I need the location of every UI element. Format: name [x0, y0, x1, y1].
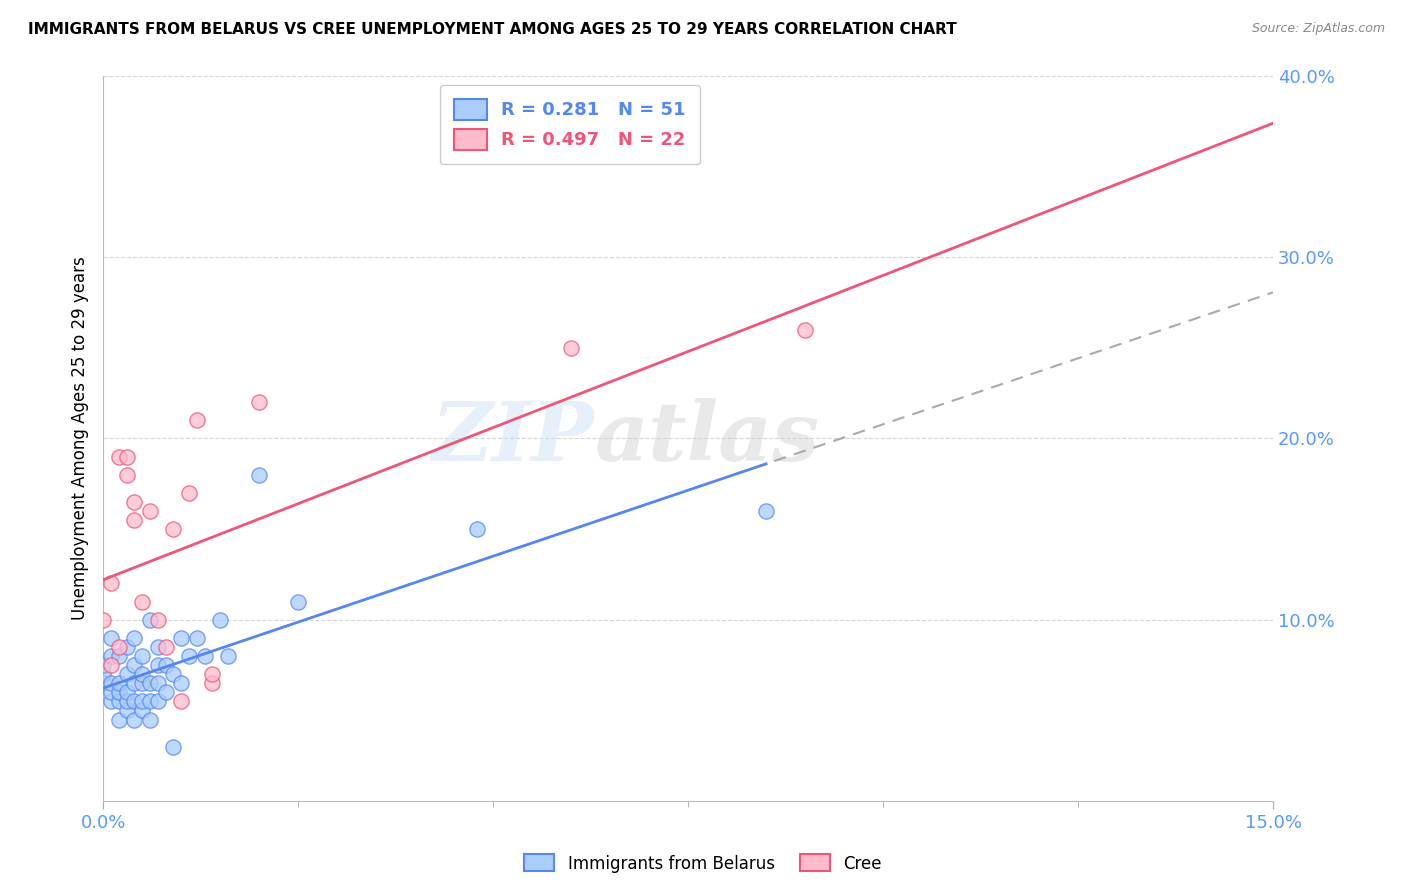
Point — [170, 694, 193, 708]
Point — [131, 649, 153, 664]
Y-axis label: Unemployment Among Ages 25 to 29 years: Unemployment Among Ages 25 to 29 years — [72, 257, 89, 620]
Point — [201, 667, 224, 681]
Point — [287, 594, 309, 608]
Point — [91, 676, 114, 690]
Point — [107, 450, 129, 464]
Point — [115, 640, 138, 654]
Point — [755, 504, 778, 518]
Point — [247, 395, 270, 409]
Point — [155, 640, 177, 654]
Point — [124, 694, 146, 708]
Point — [131, 594, 153, 608]
Point — [124, 676, 146, 690]
Point — [162, 739, 184, 754]
Point — [131, 704, 153, 718]
Text: atlas: atlas — [595, 399, 820, 478]
Point — [146, 694, 169, 708]
Point — [100, 694, 122, 708]
Point — [115, 450, 138, 464]
Point — [139, 713, 162, 727]
Point — [193, 649, 215, 664]
Point — [146, 613, 169, 627]
Point — [124, 495, 146, 509]
Point — [467, 522, 489, 536]
Point — [100, 685, 122, 699]
Point — [124, 631, 146, 645]
Point — [146, 658, 169, 673]
Point — [115, 667, 138, 681]
Point — [100, 658, 122, 673]
Point — [186, 413, 208, 427]
Point — [91, 667, 114, 681]
Point — [115, 704, 138, 718]
Point — [139, 504, 162, 518]
Point — [107, 694, 129, 708]
Point — [155, 685, 177, 699]
Point — [131, 676, 153, 690]
Point — [124, 713, 146, 727]
Point — [155, 658, 177, 673]
Point — [100, 631, 122, 645]
Text: ZIP: ZIP — [432, 399, 595, 478]
Point — [124, 658, 146, 673]
Point — [107, 649, 129, 664]
Point — [162, 522, 184, 536]
Point — [170, 631, 193, 645]
Point — [107, 713, 129, 727]
Point — [91, 658, 114, 673]
Point — [217, 649, 239, 664]
Point — [100, 649, 122, 664]
Legend: Immigrants from Belarus, Cree: Immigrants from Belarus, Cree — [517, 847, 889, 880]
Legend: R = 0.281   N = 51, R = 0.497   N = 22: R = 0.281 N = 51, R = 0.497 N = 22 — [440, 85, 700, 164]
Text: Source: ZipAtlas.com: Source: ZipAtlas.com — [1251, 22, 1385, 36]
Point — [100, 576, 122, 591]
Point — [139, 694, 162, 708]
Point — [107, 676, 129, 690]
Point — [794, 322, 817, 336]
Point — [131, 667, 153, 681]
Point — [186, 631, 208, 645]
Point — [131, 694, 153, 708]
Point — [115, 694, 138, 708]
Point — [177, 649, 200, 664]
Point — [162, 667, 184, 681]
Point — [115, 467, 138, 482]
Point — [139, 676, 162, 690]
Point — [100, 676, 122, 690]
Point — [209, 613, 232, 627]
Point — [560, 341, 582, 355]
Point — [107, 640, 129, 654]
Text: IMMIGRANTS FROM BELARUS VS CREE UNEMPLOYMENT AMONG AGES 25 TO 29 YEARS CORRELATI: IMMIGRANTS FROM BELARUS VS CREE UNEMPLOY… — [28, 22, 957, 37]
Point — [115, 685, 138, 699]
Point — [107, 685, 129, 699]
Point — [139, 613, 162, 627]
Point — [247, 467, 270, 482]
Point — [146, 676, 169, 690]
Point — [146, 640, 169, 654]
Point — [170, 676, 193, 690]
Point — [177, 485, 200, 500]
Point — [124, 513, 146, 527]
Point — [201, 676, 224, 690]
Point — [91, 613, 114, 627]
